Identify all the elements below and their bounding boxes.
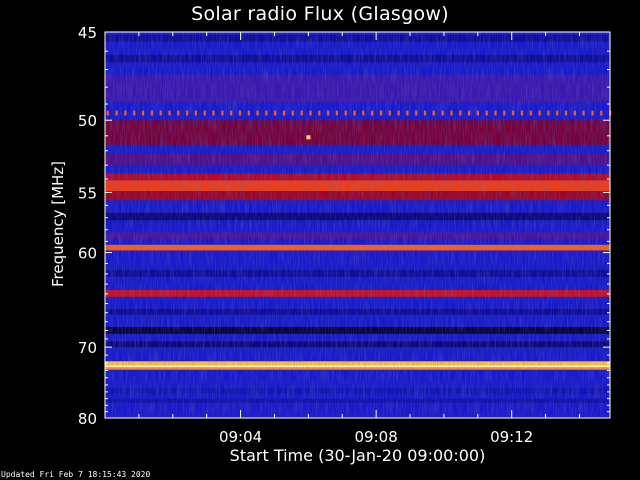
y-tick-label: 55 xyxy=(78,184,97,202)
update-timestamp: Updated Fri Feb 7 18:15:43 2020 xyxy=(1,470,151,479)
y-tick-label: 70 xyxy=(78,339,97,357)
x-tick-label: 09:08 xyxy=(355,428,398,446)
plot-area xyxy=(105,32,612,418)
x-tick-label: 09:04 xyxy=(219,428,262,446)
axes: 45 50 55 60 70 80 09:04 09:08 09:12 xyxy=(78,24,611,446)
spectrogram-noise xyxy=(105,32,610,418)
x-tick-label: 09:12 xyxy=(490,428,533,446)
burst-spot xyxy=(306,135,311,140)
burst-spots xyxy=(306,135,311,140)
y-tick-label: 80 xyxy=(78,410,97,428)
plot-frame xyxy=(104,31,611,419)
x-axis-label: Start Time (30-Jan-20 09:00:00) xyxy=(229,446,486,465)
y-tick-label: 60 xyxy=(78,245,97,263)
chart-title: Solar radio Flux (Glasgow) xyxy=(191,3,449,25)
y-tick-label: 50 xyxy=(78,112,97,130)
y-tick-label: 45 xyxy=(78,24,97,42)
